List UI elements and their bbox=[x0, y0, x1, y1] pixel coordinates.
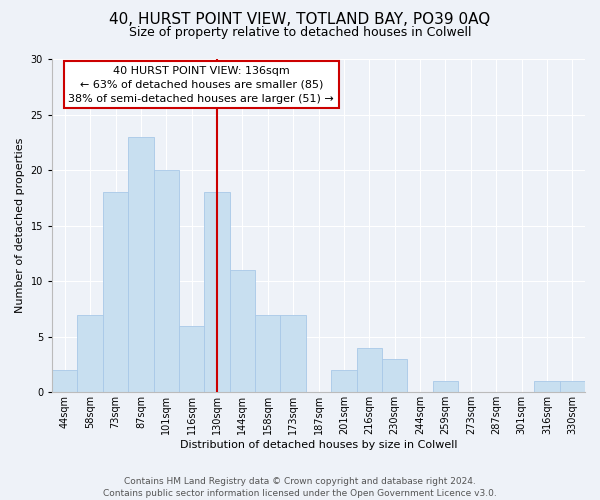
Bar bbox=[103, 192, 128, 392]
Bar bbox=[179, 326, 205, 392]
Bar bbox=[77, 314, 103, 392]
Bar bbox=[230, 270, 255, 392]
Bar bbox=[128, 137, 154, 392]
Text: Size of property relative to detached houses in Colwell: Size of property relative to detached ho… bbox=[129, 26, 471, 39]
Bar bbox=[382, 359, 407, 392]
Bar bbox=[255, 314, 280, 392]
Bar bbox=[356, 348, 382, 393]
Bar bbox=[331, 370, 356, 392]
Text: 40, HURST POINT VIEW, TOTLAND BAY, PO39 0AQ: 40, HURST POINT VIEW, TOTLAND BAY, PO39 … bbox=[109, 12, 491, 28]
X-axis label: Distribution of detached houses by size in Colwell: Distribution of detached houses by size … bbox=[180, 440, 457, 450]
Bar bbox=[560, 381, 585, 392]
Bar bbox=[52, 370, 77, 392]
Bar bbox=[205, 192, 230, 392]
Bar bbox=[280, 314, 306, 392]
Bar bbox=[534, 381, 560, 392]
Bar bbox=[433, 381, 458, 392]
Text: 40 HURST POINT VIEW: 136sqm
← 63% of detached houses are smaller (85)
38% of sem: 40 HURST POINT VIEW: 136sqm ← 63% of det… bbox=[68, 66, 334, 104]
Bar bbox=[154, 170, 179, 392]
Text: Contains HM Land Registry data © Crown copyright and database right 2024.
Contai: Contains HM Land Registry data © Crown c… bbox=[103, 476, 497, 498]
Y-axis label: Number of detached properties: Number of detached properties bbox=[15, 138, 25, 314]
